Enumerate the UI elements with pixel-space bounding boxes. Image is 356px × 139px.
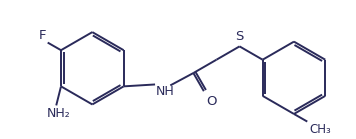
Text: NH: NH <box>156 85 175 98</box>
Text: CH₃: CH₃ <box>309 123 331 136</box>
Text: O: O <box>206 95 216 108</box>
Text: NH₂: NH₂ <box>47 107 71 120</box>
Text: F: F <box>38 29 46 42</box>
Text: S: S <box>235 30 244 43</box>
